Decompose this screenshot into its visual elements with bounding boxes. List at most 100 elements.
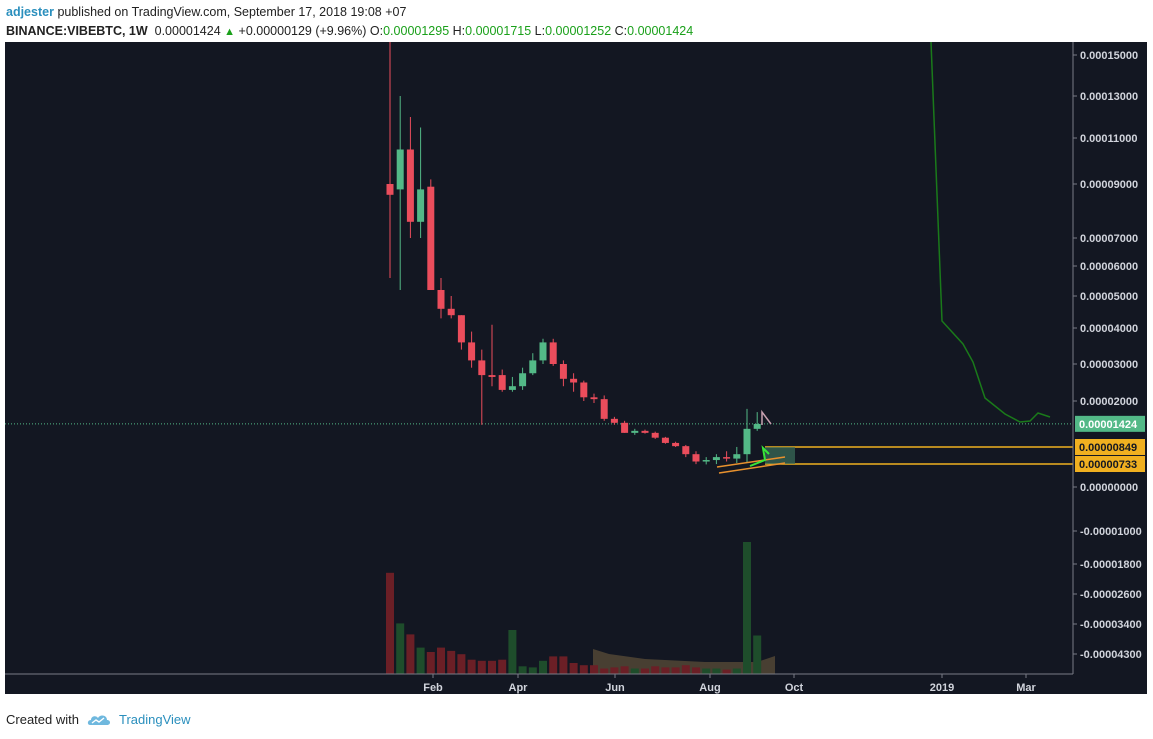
- volume-bar: [396, 623, 405, 674]
- up-triangle-icon: ▲: [224, 26, 236, 38]
- candle-body: [508, 386, 516, 390]
- volume-bar: [743, 542, 751, 674]
- x-tick-label: Mar: [1016, 682, 1036, 694]
- volume-bar: [590, 665, 598, 674]
- candle-body: [733, 454, 741, 459]
- candle-body: [559, 364, 567, 379]
- candle-body: [570, 378, 578, 383]
- candle-body: [661, 437, 669, 443]
- candle-body: [457, 315, 465, 343]
- volume-bar: [712, 668, 721, 674]
- volume-bar: [702, 668, 711, 674]
- volume-bar: [620, 666, 629, 674]
- published-text: published on TradingView.com, September …: [57, 5, 407, 19]
- y-tick-label: -0.00002600: [1080, 589, 1142, 601]
- volume-bar: [732, 668, 741, 674]
- high-label: H:: [452, 24, 466, 38]
- volume-bar: [539, 660, 547, 674]
- candle-body: [478, 360, 486, 376]
- price-label-box: [1075, 439, 1145, 455]
- candle-body: [447, 308, 455, 316]
- candle-body: [549, 342, 557, 364]
- volume-bar: [488, 660, 496, 674]
- n-pattern-mark: [761, 409, 772, 425]
- volume-bar: [641, 668, 649, 674]
- price-chart[interactable]: 0.00015000 0.00013000 0.00011000 0.00009000…: [5, 42, 1147, 694]
- tradingview-brand[interactable]: TradingView: [118, 712, 191, 727]
- candle-body: [712, 457, 720, 461]
- chart-area[interactable]: 0.00015000 0.00013000 0.00011000 0.00009000…: [5, 42, 1147, 694]
- candle-body: [743, 428, 751, 455]
- x-tick-label: 2019: [930, 682, 954, 694]
- y-tick-label: 0.00015000: [1080, 50, 1138, 62]
- volume-bar: [386, 572, 394, 674]
- level-zone: [765, 447, 795, 464]
- close-label: C:: [614, 24, 628, 38]
- price-label-text: 0.00001424: [1079, 419, 1138, 431]
- tradingview-cloud-icon: [87, 715, 110, 725]
- price-label-box: [1075, 415, 1145, 432]
- candle-body: [723, 457, 731, 459]
- y-tick-label: 0.00009000: [1080, 179, 1138, 191]
- candle-body: [396, 149, 404, 190]
- volume-bar: [528, 667, 537, 674]
- volume-bar: [498, 659, 507, 674]
- candle-body: [417, 189, 425, 222]
- volume-bar: [600, 668, 609, 674]
- footer: Created with TradingView: [6, 712, 191, 727]
- volume-bar: [508, 630, 517, 674]
- price-label-box: [1075, 456, 1145, 472]
- last-price: 0.00001424: [154, 24, 221, 38]
- x-tick-label: Aug: [699, 682, 720, 694]
- y-tick-label: 0.00004000: [1080, 323, 1138, 335]
- x-tick-label: Jun: [605, 682, 625, 694]
- volume-bar: [447, 650, 456, 674]
- x-tick-label: Apr: [509, 682, 529, 694]
- volume-bar: [457, 654, 466, 674]
- y-tick-label: 0.00005000: [1080, 291, 1138, 303]
- volume-bar: [722, 669, 731, 674]
- open-value: 0.00001295: [383, 24, 450, 38]
- candle-body: [600, 399, 608, 419]
- price-axis: [1073, 42, 1147, 674]
- trend-projection-line: [930, 42, 1051, 423]
- volume-bar: [610, 667, 619, 674]
- candle-body: [488, 375, 496, 377]
- low-value: 0.00001252: [545, 24, 612, 38]
- channel-line-lower: [718, 462, 786, 474]
- publish-line: adjester published on TradingView.com, S…: [6, 3, 1146, 22]
- created-with-text: Created with: [6, 712, 79, 727]
- y-tick-label: 0.00006000: [1080, 261, 1138, 273]
- candle-body: [498, 375, 506, 390]
- y-tick-label: 0.00011000: [1080, 133, 1138, 145]
- price-label-text: 0.00000849: [1079, 442, 1137, 454]
- volume-bar: [692, 667, 700, 674]
- y-tick-label: 0.00000000: [1080, 482, 1138, 494]
- impulse-arrow: [749, 445, 770, 467]
- candle-body: [539, 342, 547, 361]
- y-tick-label: -0.00001800: [1080, 559, 1142, 571]
- open-label: O:: [369, 24, 384, 38]
- y-tick-label: -0.00003400: [1080, 619, 1142, 631]
- author-link[interactable]: adjester: [6, 5, 54, 19]
- price-label-text: 0.00000733: [1079, 459, 1137, 471]
- volume-bar: [630, 668, 639, 674]
- candle-body: [641, 430, 649, 433]
- volume-bar: [681, 665, 690, 674]
- candle-body: [427, 186, 435, 290]
- candle-body: [692, 454, 700, 462]
- candle-body: [702, 460, 710, 462]
- candle-body: [590, 397, 598, 400]
- y-tick-label: 0.00002000: [1080, 396, 1138, 408]
- volume-bar: [437, 647, 445, 674]
- candle-body: [682, 446, 690, 455]
- volume-bar: [467, 659, 476, 674]
- candle-body: [437, 290, 445, 309]
- candle-body: [631, 430, 639, 433]
- x-tick-label: Oct: [785, 682, 804, 694]
- volume-bar: [651, 666, 660, 674]
- volume-bar: [416, 647, 425, 674]
- volume-average-band: [593, 649, 775, 674]
- y-tick-label: -0.00004300: [1080, 649, 1142, 661]
- volume-bar: [661, 667, 670, 674]
